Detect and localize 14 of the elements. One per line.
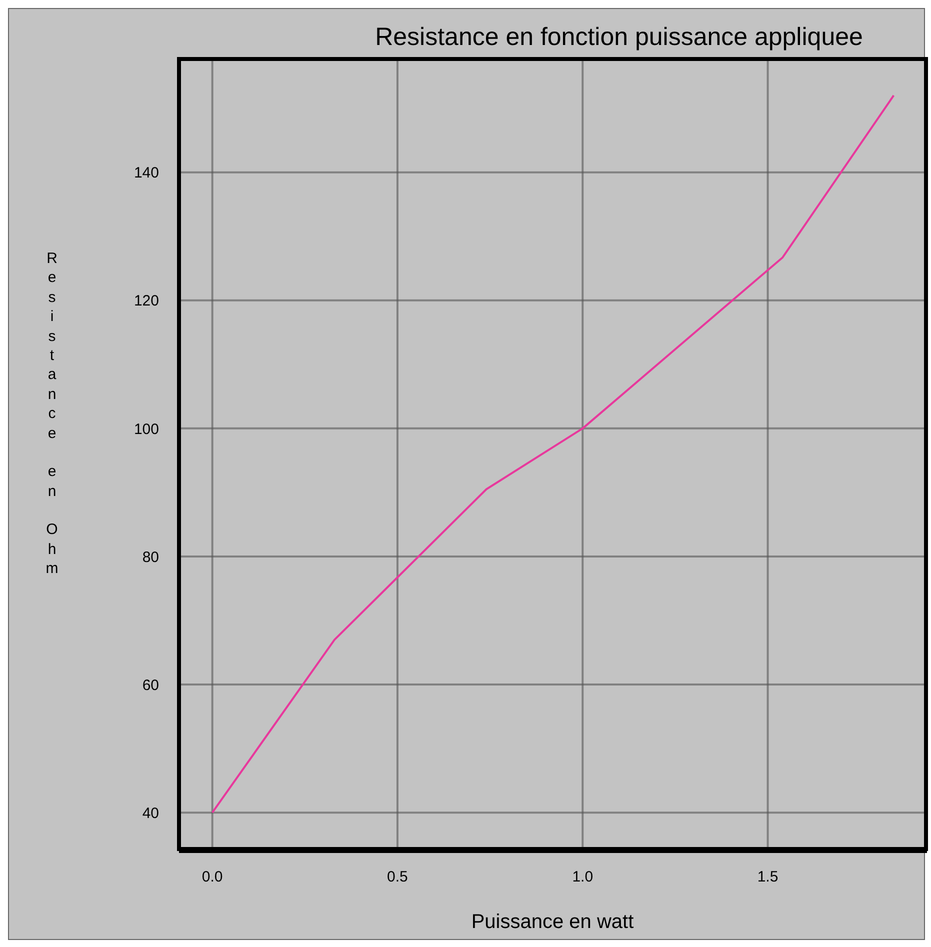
- x-tick-label: 0.5: [387, 868, 408, 886]
- chart-title: Resistance en fonction puissance appliquee: [374, 23, 864, 52]
- y-tick-label: 140: [134, 164, 159, 182]
- x-tick-label: 0.0: [202, 868, 223, 886]
- y-tick-label: 120: [134, 292, 159, 310]
- text: Resistance en Ohm: [46, 250, 58, 578]
- x-axis-title: Puissance en watt: [470, 911, 635, 934]
- y-tick-label: 80: [142, 548, 159, 566]
- x-tick-label: 1.0: [572, 868, 594, 886]
- line-series: [211, 94, 895, 814]
- y-tick-label: 60: [142, 676, 159, 694]
- y-tick-label: 40: [142, 804, 159, 822]
- y-tick-label: 100: [134, 420, 159, 438]
- x-tick-label: 1.5: [757, 868, 778, 886]
